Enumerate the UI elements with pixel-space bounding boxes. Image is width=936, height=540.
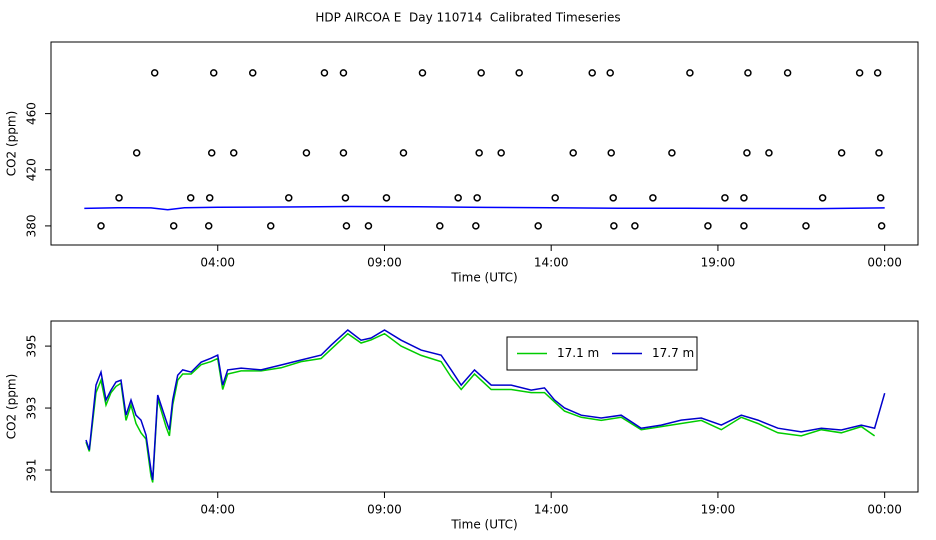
point (743, 149, 751, 157)
point (399, 149, 408, 157)
point (97, 222, 105, 230)
y-tick-label: 460 (25, 102, 39, 125)
point (204, 222, 213, 230)
point (855, 69, 864, 77)
point (515, 69, 523, 77)
point (115, 194, 123, 202)
x-tick-label: 14:00 (534, 256, 569, 270)
x-tick-label: 19:00 (701, 503, 736, 517)
point (248, 69, 257, 77)
point (186, 194, 195, 202)
point (877, 222, 886, 230)
point (382, 194, 391, 202)
plot-frame (50, 41, 919, 246)
point (475, 149, 483, 157)
point (342, 222, 351, 230)
point (631, 222, 639, 230)
x-tick-label: 00:00 (867, 256, 902, 270)
point (534, 222, 542, 230)
point (740, 194, 748, 202)
point (339, 149, 348, 157)
point (783, 69, 792, 77)
point (341, 194, 350, 202)
point (606, 69, 614, 77)
point (436, 222, 444, 230)
point (609, 194, 617, 202)
point (649, 194, 657, 202)
x-tick-label: 14:00 (534, 503, 569, 517)
point (472, 222, 480, 230)
y-axis-label: CO2 (ppm) (5, 111, 19, 177)
y-tick-label: 393 (25, 397, 39, 420)
point (873, 69, 882, 77)
point (551, 194, 559, 202)
x-tick-label: 04:00 (200, 256, 235, 270)
y-tick-label: 391 (25, 459, 39, 482)
y-tick-label: 420 (25, 158, 39, 181)
point (704, 222, 712, 230)
x-tick-label: 19:00 (701, 256, 736, 270)
point (454, 194, 462, 202)
x-axis-label: Time (UTC) (450, 518, 517, 532)
point (802, 222, 810, 230)
point (477, 69, 485, 77)
y-axis-label: CO2 (ppm) (5, 374, 19, 440)
point (876, 194, 885, 202)
legend-label: 17.1 m (557, 346, 599, 360)
y-tick-label: 380 (25, 214, 39, 237)
point (607, 149, 615, 157)
point (818, 194, 827, 202)
point (209, 69, 218, 77)
point (721, 194, 729, 202)
point (207, 149, 216, 157)
point (364, 222, 373, 230)
x-axis-label: Time (UTC) (450, 271, 517, 285)
chart-title: HDP AIRCOA E Day 110714 Calibrated Times… (315, 11, 620, 25)
point (418, 69, 427, 77)
plot-frame (50, 320, 919, 493)
point (765, 149, 773, 157)
point (302, 149, 311, 157)
x-tick-label: 09:00 (367, 503, 402, 517)
series-line (84, 205, 885, 211)
point (285, 194, 293, 202)
point (132, 149, 141, 157)
x-tick-label: 00:00 (867, 503, 902, 517)
point (837, 149, 846, 157)
series-line (85, 329, 886, 481)
point (686, 69, 694, 77)
point (267, 222, 275, 230)
point (610, 222, 618, 230)
point (473, 194, 481, 202)
x-tick-label: 04:00 (200, 503, 235, 517)
point (740, 222, 748, 230)
series-line (85, 332, 876, 483)
legend-label: 17.7 m (652, 346, 694, 360)
x-tick-label: 09:00 (367, 256, 402, 270)
point (497, 149, 505, 157)
point (569, 149, 577, 157)
point (339, 69, 348, 77)
point (744, 69, 752, 77)
point (875, 149, 883, 157)
point (150, 69, 159, 77)
point (229, 149, 238, 157)
point (588, 69, 596, 77)
point (205, 194, 214, 202)
point (668, 149, 676, 157)
y-tick-label: 395 (25, 335, 39, 358)
point (169, 222, 178, 230)
point (320, 69, 329, 77)
